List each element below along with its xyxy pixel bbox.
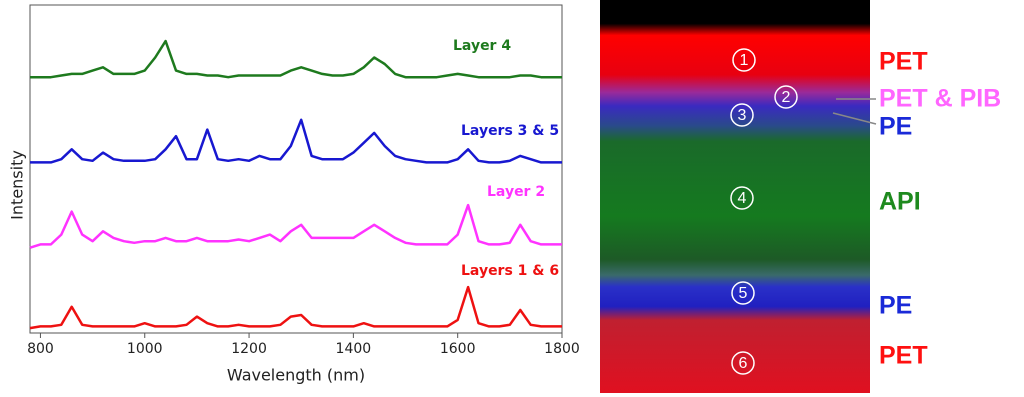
layer-label: API bbox=[879, 188, 921, 216]
layer-marker: 6 bbox=[739, 355, 748, 372]
spectrum-line bbox=[30, 39, 562, 79]
layer-marker-circle bbox=[730, 186, 754, 210]
x-tick-label: 800 bbox=[27, 341, 54, 357]
x-axis-title: Wavelength (nm) bbox=[227, 366, 365, 385]
layer-label: PE bbox=[879, 292, 912, 320]
layer-marker-circle bbox=[774, 85, 798, 109]
layer-image bbox=[600, 0, 870, 393]
spectrum-line bbox=[30, 118, 562, 164]
series-label: Layers 3 & 5 bbox=[461, 123, 559, 139]
plot-frame bbox=[29, 4, 563, 334]
layer-marker: 1 bbox=[740, 52, 749, 69]
x-tick-label: 1600 bbox=[440, 341, 476, 357]
x-tick-label: 1000 bbox=[127, 341, 163, 357]
x-tick-label: 1200 bbox=[231, 341, 267, 357]
spectrum-line bbox=[29, 203, 562, 249]
layer-marker-circle bbox=[730, 103, 754, 127]
y-axis-title: Intensity bbox=[8, 150, 27, 220]
x-tick-label: 1400 bbox=[336, 341, 372, 357]
layer-label: PET bbox=[879, 342, 928, 370]
layer-marker: 4 bbox=[738, 190, 747, 207]
layer-label: PET & PIB bbox=[879, 85, 1001, 113]
layer-marker-circle bbox=[731, 351, 755, 375]
series-label: Layer 2 bbox=[487, 184, 545, 200]
series-label: Layers 1 & 6 bbox=[461, 263, 559, 279]
x-tick-label: 1800 bbox=[544, 341, 580, 357]
layer-marker-circle bbox=[732, 48, 756, 72]
layer-marker-circle bbox=[731, 281, 755, 305]
spectrum-line bbox=[29, 285, 562, 330]
arrow bbox=[832, 112, 877, 125]
layer-marker: 3 bbox=[738, 107, 747, 124]
series-label: Layer 4 bbox=[453, 38, 511, 54]
layer-label: PE bbox=[879, 113, 912, 141]
layer-marker: 2 bbox=[782, 89, 791, 106]
layer-label: PET bbox=[879, 48, 928, 76]
layer-marker: 5 bbox=[739, 285, 748, 302]
